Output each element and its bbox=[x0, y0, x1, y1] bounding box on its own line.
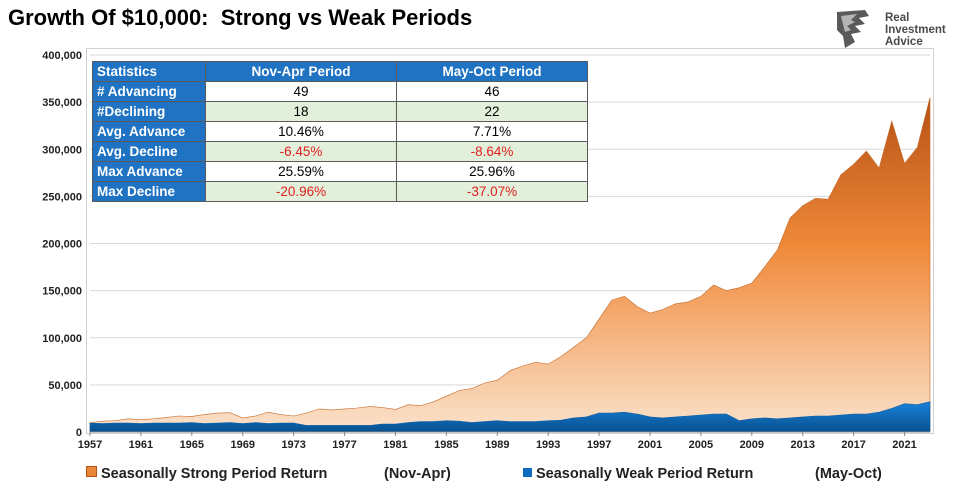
cell-nov-apr: -6.45% bbox=[205, 141, 397, 162]
cell-nov-apr: -20.96% bbox=[205, 181, 397, 202]
cell-may-oct: 25.96% bbox=[396, 161, 588, 182]
legend-label-strong: Seasonally Strong Period Return bbox=[101, 466, 328, 482]
cell-may-oct: 22 bbox=[396, 101, 588, 122]
y-tick-label: 200,000 bbox=[42, 239, 82, 251]
cell-may-oct: 46 bbox=[396, 81, 588, 102]
cell-nov-apr: 10.46% bbox=[205, 121, 397, 142]
x-tick-label: 2017 bbox=[841, 439, 865, 451]
legend-swatch-strong bbox=[86, 466, 97, 477]
legend-item-strong: Seasonally Strong Period Return bbox=[86, 466, 327, 482]
row-label: # Advancing bbox=[92, 81, 206, 102]
statistics-table: Statistics Nov-Apr Period May-Oct Period… bbox=[92, 61, 588, 202]
y-tick-label: 50,000 bbox=[48, 380, 82, 392]
x-tick-label: 2009 bbox=[740, 439, 764, 451]
table-row: Max Advance 25.59% 25.96% bbox=[92, 161, 588, 182]
table-header-row: Statistics Nov-Apr Period May-Oct Period bbox=[92, 61, 588, 82]
x-tick-label: 2001 bbox=[638, 439, 662, 451]
logo-text-line2: Investment bbox=[885, 24, 946, 36]
brand-logo: Real Investment Advice bbox=[835, 8, 965, 50]
cell-nov-apr: 18 bbox=[205, 101, 397, 122]
header-may-oct: May-Oct Period bbox=[396, 61, 588, 82]
table-row: Max Decline -20.96% -37.07% bbox=[92, 181, 588, 202]
x-tick-label: 1965 bbox=[180, 439, 204, 451]
cell-may-oct: -8.64% bbox=[396, 141, 588, 162]
x-tick-label: 1997 bbox=[587, 439, 611, 451]
table-row: Avg. Decline -6.45% -8.64% bbox=[92, 141, 588, 162]
chart-title: Growth Of $10,000: Strong vs Weak Period… bbox=[8, 5, 473, 30]
x-tick-label: 1969 bbox=[230, 439, 254, 451]
x-tick-label: 1977 bbox=[332, 439, 356, 451]
legend-period-strong: (Nov-Apr) bbox=[384, 466, 451, 482]
row-label: Avg. Decline bbox=[92, 141, 206, 162]
table-row: Avg. Advance 10.46% 7.71% bbox=[92, 121, 588, 142]
y-tick-label: 300,000 bbox=[42, 144, 82, 156]
y-tick-label: 400,000 bbox=[42, 50, 82, 62]
x-tick-label: 1961 bbox=[129, 439, 153, 451]
x-tick-label: 2005 bbox=[689, 439, 713, 451]
x-tick-label: 1985 bbox=[434, 439, 458, 451]
header-nov-apr: Nov-Apr Period bbox=[205, 61, 397, 82]
logo-text-line1: Real bbox=[885, 12, 910, 24]
x-axis: 1957 1961 1965 1969 1973 1977 1981 1985 1989 1993… bbox=[78, 431, 930, 451]
row-label: Max Decline bbox=[92, 181, 206, 202]
series-areas bbox=[89, 97, 931, 433]
table-row: # Advancing 49 46 bbox=[92, 81, 588, 102]
legend-swatch-weak bbox=[523, 468, 532, 477]
logo-text-line3: Advice bbox=[885, 36, 923, 48]
y-tick-label: 100,000 bbox=[42, 333, 82, 345]
y-axis: 0 50,000 100,000 150,000 200,000 250,000 300,0… bbox=[42, 50, 82, 439]
cell-may-oct: -37.07% bbox=[396, 181, 588, 202]
header-statistics: Statistics bbox=[92, 61, 206, 82]
cell-may-oct: 7.71% bbox=[396, 121, 588, 142]
legend-item-weak: Seasonally Weak Period Return bbox=[523, 466, 753, 482]
legend-period-weak: (May-Oct) bbox=[815, 466, 882, 482]
y-tick-label: 150,000 bbox=[42, 286, 82, 298]
x-tick-label: 1989 bbox=[485, 439, 509, 451]
x-tick-label: 1993 bbox=[536, 439, 560, 451]
chart-legend: Seasonally Strong Period Return (Nov-Apr… bbox=[86, 466, 946, 486]
series-area-strong bbox=[89, 97, 931, 433]
legend-label-weak: Seasonally Weak Period Return bbox=[536, 466, 754, 482]
x-tick-label: 1973 bbox=[281, 439, 305, 451]
row-label: #Declining bbox=[92, 101, 206, 122]
cell-nov-apr: 25.59% bbox=[205, 161, 397, 182]
row-label: Avg. Advance bbox=[92, 121, 206, 142]
table-row: #Declining 18 22 bbox=[92, 101, 588, 122]
eagle-head-icon bbox=[837, 10, 869, 48]
x-tick-label: 1981 bbox=[383, 439, 407, 451]
series-area-weak bbox=[89, 401, 931, 433]
x-tick-label: 1957 bbox=[78, 439, 102, 451]
y-tick-label: 0 bbox=[76, 427, 82, 439]
row-label: Max Advance bbox=[92, 161, 206, 182]
plot-area-frame bbox=[86, 48, 934, 434]
cell-nov-apr: 49 bbox=[205, 81, 397, 102]
x-tick-label: 2021 bbox=[892, 439, 916, 451]
x-tick-label: 2013 bbox=[790, 439, 814, 451]
y-tick-label: 350,000 bbox=[42, 97, 82, 109]
y-tick-label: 250,000 bbox=[42, 191, 82, 203]
